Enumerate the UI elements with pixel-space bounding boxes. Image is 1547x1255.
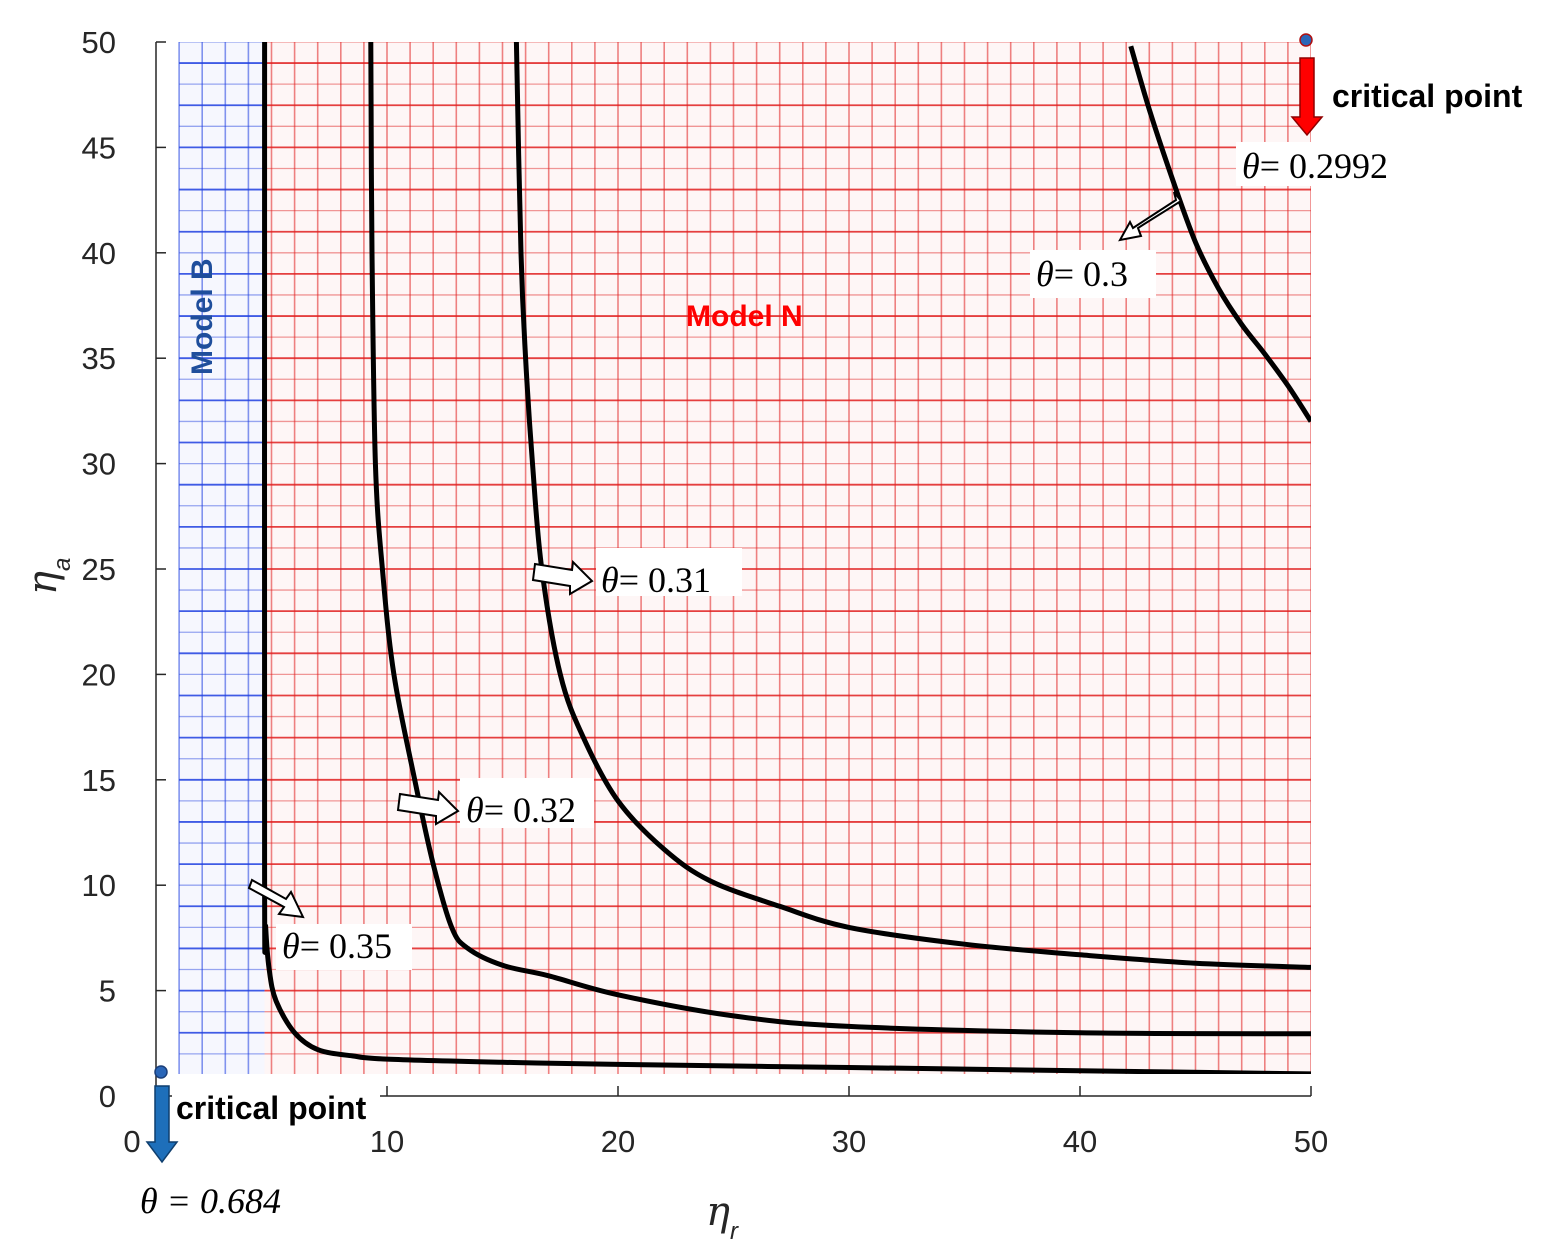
region-fill <box>264 42 1311 1074</box>
annotation-0-35-arrow <box>247 878 305 919</box>
curve-theta-0-32 <box>368 42 1311 1037</box>
annotation-0-3-arrow <box>1118 191 1183 242</box>
critical-point-arrow-low <box>145 1085 179 1164</box>
annotation-0-35-box <box>276 924 412 970</box>
y-axis-symbol: η <box>20 571 66 595</box>
annotation-0-32: θ= 0.32 <box>466 790 576 830</box>
annotation-0-3-box <box>1030 250 1156 298</box>
model-b-label: Model B <box>186 258 219 375</box>
y-axis-subscript: a <box>49 558 76 571</box>
y-tick-label: 5 <box>99 974 116 1009</box>
y-tick-label: 20 <box>82 657 116 692</box>
annotation-0-2992-box <box>1236 142 1404 186</box>
annotation-0-32-box <box>460 778 594 828</box>
x-axis-label: ηr <box>706 1189 739 1245</box>
model-b-grid <box>178 42 265 1074</box>
y-tick-label: 40 <box>82 236 116 271</box>
y-tick-label: 45 <box>82 130 116 165</box>
critical-point-marker-low <box>154 1065 168 1079</box>
y-tick-label: 25 <box>82 552 116 587</box>
x-tick-label: 30 <box>832 1124 866 1159</box>
x-tick-label: 40 <box>1063 1124 1097 1159</box>
y-tick-label: 15 <box>82 763 116 798</box>
x-tick-label: 10 <box>370 1124 404 1159</box>
annotation-0-31: θ= 0.31 <box>601 560 711 600</box>
x-axis-subscript: r <box>730 1218 739 1245</box>
model-n-grid <box>264 42 1311 1074</box>
curve-theta-0-3 <box>1128 45 1311 423</box>
critical-point-arrow-high <box>1290 57 1324 137</box>
y-tick-label: 50 <box>82 25 116 60</box>
curve-theta-0-35 <box>262 42 1311 1074</box>
annotation-0-2992: θ= 0.2992 <box>1242 146 1388 186</box>
critical-theta-low: θ = 0.684 <box>140 1181 281 1221</box>
y-tick-label: 0 <box>99 1079 116 1114</box>
y-tick-label: 30 <box>82 447 116 482</box>
model-n-label: Model N <box>686 300 803 333</box>
theta-curves <box>262 42 1311 1074</box>
annotation-0-32-arrow <box>396 789 460 826</box>
annotation-0-35: θ= 0.35 <box>282 926 392 966</box>
x-tick-label: 50 <box>1294 1124 1328 1159</box>
y-tick-label: 10 <box>82 868 116 903</box>
y-axis-label: ηa <box>20 558 76 595</box>
region-grid <box>178 42 1311 1074</box>
curve-theta-0-31 <box>513 42 1311 970</box>
x-axis-symbol: η <box>706 1189 730 1235</box>
x-tick-label: 20 <box>601 1124 635 1159</box>
annotation-0-31-box <box>596 548 742 596</box>
y-tick-label: 35 <box>82 341 116 376</box>
annotation-0-3: θ= 0.3 <box>1036 254 1128 294</box>
x-tick-label: 0 <box>123 1124 140 1159</box>
region-fill <box>179 42 265 1074</box>
critical-point-marker-high <box>1299 33 1313 47</box>
critical-point-label-high: critical point <box>1332 78 1523 114</box>
critical-point-label-low: critical point <box>176 1090 367 1126</box>
annotation-0-31-arrow <box>531 559 594 596</box>
tick-labels: 0 10 20 30 40 50 0 5 10 15 20 25 30 35 40 45 50 <box>82 25 1329 1159</box>
